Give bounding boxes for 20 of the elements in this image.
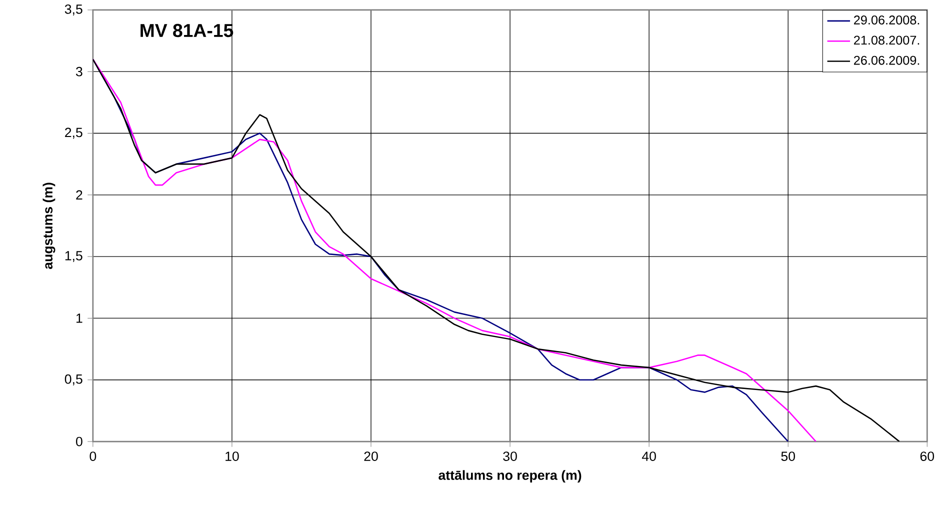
y-tick-label: 3,5 <box>64 4 82 16</box>
y-tick-label: 0,5 <box>64 374 82 386</box>
x-tick-label: 10 <box>226 451 239 461</box>
y-tick-label: 3 <box>76 66 82 76</box>
x-tick-label: 30 <box>503 451 517 461</box>
x-tick-label: 60 <box>920 451 934 461</box>
x-tick-label: 0 <box>90 451 96 461</box>
y-axis-title: augstums (m) <box>42 182 56 269</box>
y-tick-label: 1,5 <box>65 250 82 262</box>
y-tick-label: 2 <box>76 190 82 200</box>
x-axis-title: attālums no repera (m) <box>438 470 582 482</box>
x-tick-label: 50 <box>781 451 796 461</box>
x-tick-label: 20 <box>364 451 378 461</box>
y-tick-label: 2,5 <box>65 128 82 139</box>
y-tick-label: 0 <box>76 436 82 446</box>
legend-label: 26.06.2009. <box>854 56 920 65</box>
x-tick-label: 40 <box>642 451 656 461</box>
legend-label: 21.08.2007. <box>854 35 920 44</box>
legend-label: 29.06.2008. <box>854 15 920 24</box>
y-tick-label: 1 <box>76 313 82 323</box>
